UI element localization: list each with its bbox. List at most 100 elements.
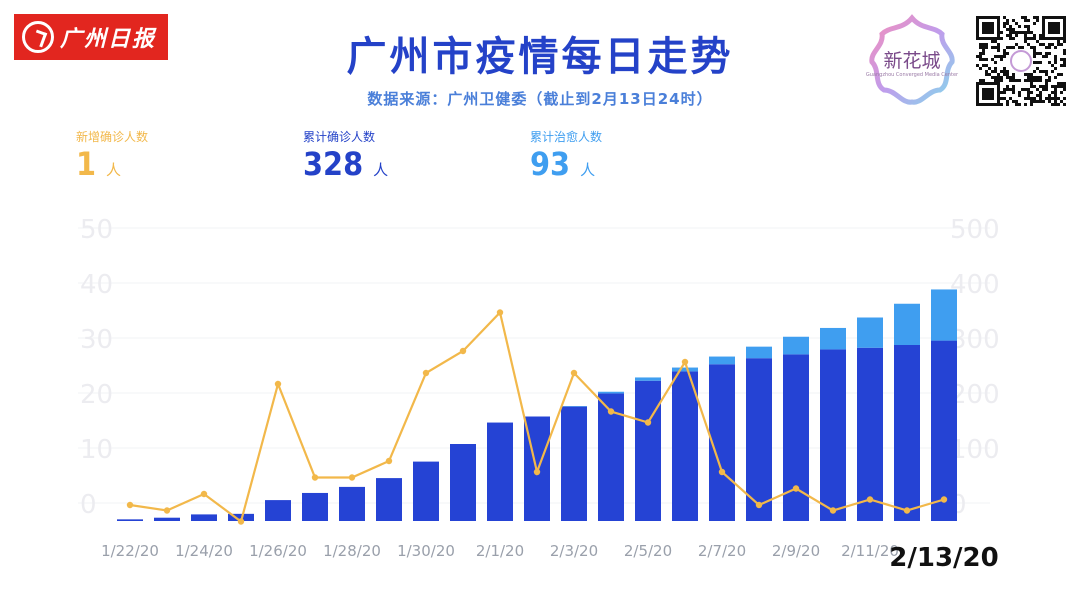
new-confirmed-point — [311, 474, 319, 481]
cured-bar — [857, 317, 883, 348]
new-confirmed-point — [422, 369, 430, 377]
new-confirmed-point — [718, 468, 726, 476]
x-tick-label: 2/9/20 — [772, 542, 820, 560]
new-confirmed-point — [385, 457, 393, 465]
new-confirmed-point — [570, 369, 578, 377]
confirmed-bar — [709, 364, 735, 521]
cured-bar — [931, 289, 957, 341]
new-confirmed-point — [163, 507, 171, 514]
confirmed-bar — [450, 444, 476, 521]
partner-logo-text: 新花城 — [883, 50, 941, 72]
cured-bar — [561, 406, 587, 407]
x-tick-label: 2/3/20 — [550, 542, 598, 560]
lotus-icon — [869, 14, 955, 105]
cured-bar — [672, 367, 698, 372]
confirmed-bar — [339, 486, 365, 521]
new-confirmed-point — [903, 507, 911, 514]
y-right-tick-label: 500 — [950, 215, 1000, 245]
cured-bar — [783, 336, 809, 355]
y-right-tick-label: 300 — [950, 325, 1000, 355]
y-right-tick-label: 400 — [950, 270, 1000, 300]
confirmed-bar — [820, 349, 846, 521]
confirmed-bar — [376, 478, 402, 521]
new-confirmed-point — [200, 490, 208, 498]
new-confirmed-point — [829, 507, 837, 514]
cured-bar — [820, 327, 846, 350]
partner-logo-subtext: Guangzhou Converged Media Center — [865, 72, 959, 78]
new-confirmed-point — [792, 485, 800, 492]
confirmed-bar — [413, 461, 439, 521]
stat-label: 累计确诊人数 — [303, 130, 376, 144]
confirmed-bar — [635, 380, 661, 521]
stat-label: 新增确诊人数 — [76, 130, 149, 144]
x-tick-label: 2/5/20 — [624, 542, 672, 560]
qr-code-icon — [976, 16, 1066, 106]
x-tick-label: 1/30/20 — [397, 542, 455, 560]
cured-bar — [598, 391, 624, 394]
x-tick-label: 1/22/20 — [101, 542, 159, 560]
y-right-tick-label: 200 — [950, 380, 1000, 410]
new-confirmed-point — [533, 468, 541, 476]
new-confirmed-point — [866, 496, 874, 503]
confirmed-bar — [117, 519, 143, 521]
new-confirmed-point — [237, 518, 245, 525]
stat-unit: 人 — [373, 161, 389, 179]
confirmed-bar — [191, 514, 217, 521]
y-left-tick-label: 10 — [80, 435, 113, 465]
y-left-tick-label: 0 — [80, 490, 97, 520]
confirmed-bar — [931, 340, 957, 521]
confirmed-bar — [746, 358, 772, 521]
y-left-tick-label: 40 — [80, 270, 113, 300]
stat-label: 累计治愈人数 — [530, 130, 603, 144]
new-confirmed-point — [755, 501, 763, 509]
x-tick-label: 2/13/20 — [889, 543, 998, 573]
y-left-tick-label: 30 — [80, 325, 113, 355]
confirmed-bar — [561, 406, 587, 521]
x-tick-label: 1/26/20 — [249, 542, 307, 560]
new-confirmed-point — [644, 419, 652, 426]
data-source-subtitle: 数据来源：广州卫健委（截止到2月13日24时） — [367, 90, 713, 108]
cured-bar — [894, 303, 920, 345]
new-confirmed-point — [274, 380, 282, 388]
y-right-tick-label: 100 — [950, 435, 1000, 465]
stat-value: 93 — [530, 145, 571, 183]
guangzhou-daily-logo: 广州日报 — [14, 14, 168, 60]
confirmed-bar — [154, 517, 180, 521]
confirmed-bar — [894, 345, 920, 521]
logo-text: 广州日报 — [60, 26, 157, 52]
stat-unit: 人 — [580, 161, 596, 179]
new-confirmed-point — [681, 358, 689, 366]
y-left-tick-label: 20 — [80, 380, 113, 410]
x-tick-label: 1/24/20 — [175, 542, 233, 560]
new-confirmed-point — [348, 474, 356, 481]
new-confirmed-point — [607, 408, 615, 415]
xinhuacheng-logo: 新花城 Guangzhou Converged Media Center — [864, 12, 960, 108]
x-tick-label: 2/7/20 — [698, 542, 746, 560]
cured-bar — [746, 346, 772, 359]
confirmed-bar — [265, 500, 291, 521]
stat-unit: 人 — [106, 161, 122, 179]
new-confirmed-point — [496, 309, 504, 316]
new-confirmed-point — [940, 496, 948, 503]
x-tick-label: 2/11/20 — [841, 542, 899, 560]
confirmed-bar — [783, 354, 809, 521]
cured-bar — [635, 377, 661, 381]
new-confirmed-point — [126, 501, 134, 509]
stat-total-cured: 累计治愈人数 93 人 — [530, 128, 602, 183]
page-title: 广州市疫情每日走势 — [346, 34, 734, 80]
stat-value: 1 — [76, 145, 97, 183]
logo-mark-icon — [22, 21, 54, 53]
confirmed-bar — [487, 422, 513, 521]
confirmed-bar — [672, 371, 698, 521]
x-tick-label: 1/28/20 — [323, 542, 381, 560]
new-confirmed-point — [459, 347, 467, 355]
stat-total-confirmed: 累计确诊人数 328 人 — [303, 128, 388, 183]
confirmed-bar — [302, 492, 328, 521]
x-tick-label: 2/1/20 — [476, 542, 524, 560]
stat-value: 328 — [303, 145, 364, 183]
y-left-tick-label: 50 — [80, 215, 113, 245]
confirmed-bar — [857, 347, 883, 521]
cured-bar — [709, 356, 735, 365]
